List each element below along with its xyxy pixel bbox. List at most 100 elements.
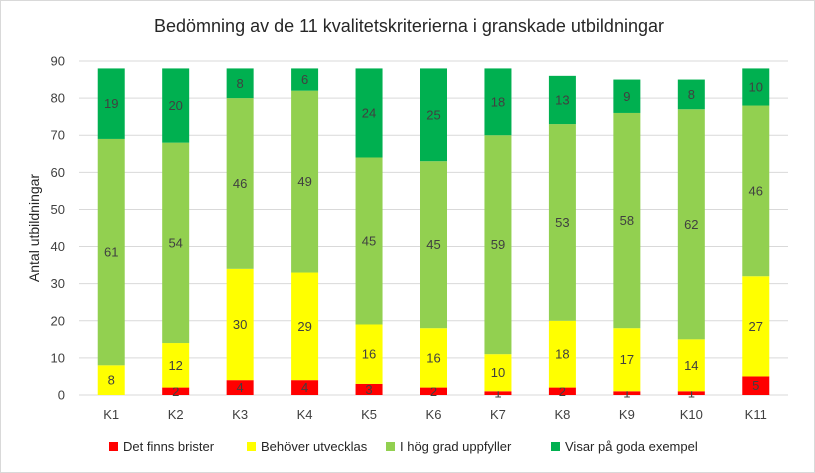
data-label: 24 [362, 105, 376, 120]
data-label: 2 [559, 384, 566, 399]
data-label: 45 [362, 233, 376, 248]
data-label: 59 [491, 237, 505, 252]
bar-segment [420, 387, 447, 395]
data-label: 1 [688, 386, 695, 401]
data-label: 62 [684, 217, 698, 232]
bar-segment [613, 328, 641, 392]
data-label: 8 [108, 373, 115, 388]
bar-segment [677, 109, 705, 340]
data-label: 13 [555, 92, 569, 107]
data-label: 2 [172, 384, 179, 399]
y-tick-label: 60 [51, 165, 65, 180]
y-tick-label: 30 [51, 276, 65, 291]
y-tick-label: 70 [51, 128, 65, 143]
data-label: 2 [430, 384, 437, 399]
bar-segment [97, 365, 125, 395]
bar-segment [613, 112, 641, 329]
bar-segment [291, 90, 319, 273]
data-label: 18 [491, 94, 505, 109]
bar-segment [484, 391, 512, 395]
data-label: 16 [426, 350, 440, 365]
data-label: 61 [104, 245, 118, 260]
y-tick-label: 40 [51, 239, 65, 254]
bar-segment [613, 391, 641, 395]
data-label: 53 [555, 215, 569, 230]
data-label: 5 [752, 378, 759, 393]
legend-swatch [247, 442, 256, 451]
y-tick-label: 90 [51, 54, 65, 69]
bar-segment [226, 98, 254, 269]
legend-label: I hög grad uppfyller [400, 439, 512, 454]
data-label: 10 [749, 79, 763, 94]
bar-segment [97, 138, 125, 366]
data-label: 46 [233, 176, 247, 191]
data-label: 49 [297, 174, 311, 189]
data-label: 20 [168, 98, 182, 113]
bar-segment [677, 79, 705, 110]
data-label: 6 [301, 72, 308, 87]
y-tick-label: 10 [51, 350, 65, 365]
bar-segment [548, 124, 576, 321]
data-label: 14 [684, 358, 698, 373]
bar-segment [484, 135, 512, 355]
data-label: 1 [494, 386, 501, 401]
x-tick-label: K8 [554, 407, 570, 422]
bar-segment [420, 68, 447, 162]
y-tick-label: 0 [58, 388, 65, 403]
bar-segment [548, 75, 576, 125]
bar-segment [677, 339, 705, 392]
bar-segment [226, 268, 254, 381]
bar-segment [291, 380, 319, 395]
legend: Det finns brister Behöver utvecklas I hög … [109, 439, 698, 454]
legend-swatch [109, 442, 118, 451]
bar-segment [355, 383, 383, 395]
bar-segment [420, 328, 447, 388]
bar-segment [291, 272, 319, 381]
data-label: 58 [620, 213, 634, 228]
y-axis-ticks: 0 10 20 30 40 50 60 70 80 90 [51, 54, 65, 403]
legend-swatch [551, 442, 560, 451]
bar-segment [548, 387, 576, 395]
bar-segment [162, 387, 190, 395]
data-label: 4 [237, 380, 244, 395]
x-tick-label: K6 [426, 407, 442, 422]
y-tick-label: 50 [51, 202, 65, 217]
bar-segment [742, 276, 770, 377]
bar-segment [742, 105, 770, 277]
data-label: 9 [623, 89, 630, 104]
x-tick-label: K10 [680, 407, 703, 422]
bar-segment [355, 324, 383, 384]
data-label: 18 [555, 347, 569, 362]
y-axis-label: Antal utbildningar [26, 174, 42, 283]
bar-segment [291, 68, 319, 91]
bar-segment [355, 157, 383, 325]
x-tick-label: K9 [619, 407, 635, 422]
data-label: 1 [623, 386, 630, 401]
bar-segment [162, 68, 190, 143]
data-label: 27 [749, 319, 763, 334]
bar-segment [226, 68, 254, 99]
legend-label: Visar på goda exempel [565, 439, 698, 454]
data-label: 54 [168, 235, 182, 250]
data-label: 17 [620, 352, 634, 367]
data-label: 16 [362, 347, 376, 362]
bar-segment [420, 161, 447, 329]
data-label: 46 [749, 183, 763, 198]
y-tick-label: 80 [51, 91, 65, 106]
data-label: 12 [168, 358, 182, 373]
data-label: 19 [104, 96, 118, 111]
x-axis-ticks: K1 K2 K3 K4 K5 K6 K7 K8 K9 K10 K11 [103, 407, 767, 422]
data-label: 30 [233, 317, 247, 332]
bar-segment [548, 320, 576, 388]
legend-label: Behöver utvecklas [261, 439, 368, 454]
data-label: 45 [426, 237, 440, 252]
bar-segment [677, 391, 705, 395]
bar-segment [355, 68, 383, 158]
bar-segment [162, 343, 190, 388]
legend-label: Det finns brister [123, 439, 215, 454]
bars: 8611921254204304684294963164524216452511… [97, 68, 770, 401]
x-tick-label: K2 [168, 407, 184, 422]
x-tick-label: K7 [490, 407, 506, 422]
bar-segment [162, 142, 190, 344]
